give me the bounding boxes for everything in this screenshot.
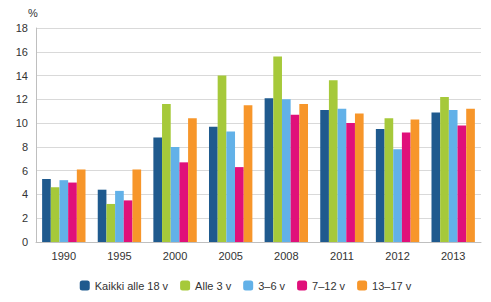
svg-text:13–17 v: 13–17 v [372, 280, 412, 292]
svg-text:2011: 2011 [330, 250, 354, 262]
svg-text:2000: 2000 [163, 250, 187, 262]
svg-text:2012: 2012 [385, 250, 409, 262]
svg-text:2013: 2013 [441, 250, 465, 262]
svg-text:1995: 1995 [107, 250, 131, 262]
svg-text:3–6 v: 3–6 v [258, 280, 285, 292]
svg-text:2: 2 [22, 212, 28, 224]
svg-text:%: % [28, 7, 38, 19]
svg-text:2005: 2005 [218, 250, 242, 262]
svg-text:12: 12 [16, 93, 28, 105]
svg-text:4: 4 [22, 188, 28, 200]
svg-text:16: 16 [16, 46, 28, 58]
svg-text:10: 10 [16, 117, 28, 129]
svg-text:6: 6 [22, 165, 28, 177]
svg-text:Kaikki alle 18 v: Kaikki alle 18 v [95, 280, 169, 292]
svg-text:0: 0 [22, 236, 28, 248]
svg-text:7–12 v: 7–12 v [312, 280, 346, 292]
svg-text:14: 14 [16, 70, 28, 82]
svg-text:8: 8 [22, 141, 28, 153]
svg-text:1990: 1990 [52, 250, 76, 262]
svg-text:2008: 2008 [274, 250, 298, 262]
svg-text:Alle 3 v: Alle 3 v [195, 280, 232, 292]
svg-text:18: 18 [16, 22, 28, 34]
